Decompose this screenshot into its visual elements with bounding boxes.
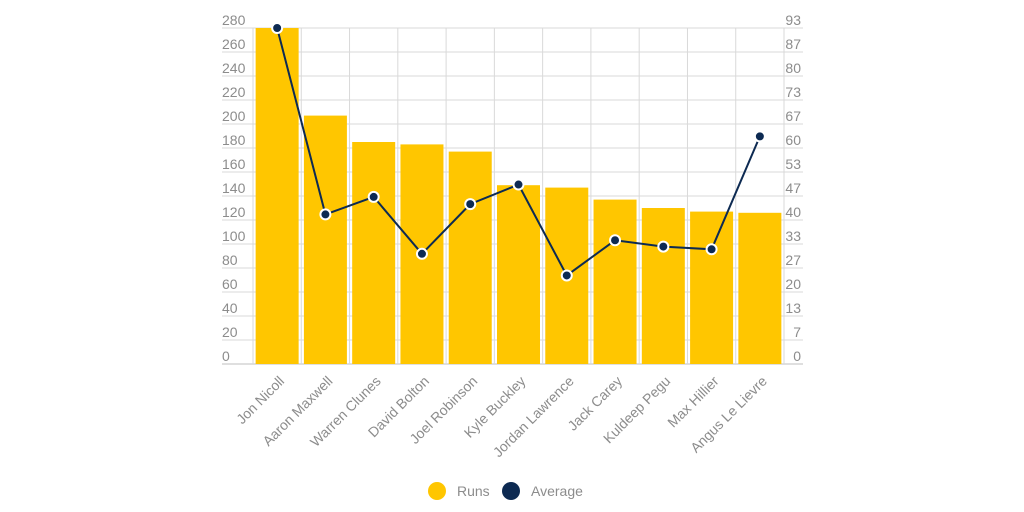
left-tick-label: 180 — [222, 132, 246, 148]
right-tick-label: 33 — [785, 228, 801, 244]
legend-average-marker[interactable] — [502, 482, 520, 500]
left-tick-label: 120 — [222, 204, 246, 220]
left-axis-ticks: 0 20 40 60 80 100 120 140 160 180 200 220 240 260 280 — [222, 12, 246, 364]
average-point[interactable] — [753, 130, 766, 143]
left-tick-label: 140 — [222, 180, 246, 196]
right-tick-label: 7 — [793, 324, 801, 340]
right-tick-label: 80 — [785, 60, 801, 76]
legend: Runs Average — [428, 482, 583, 500]
legend-runs-marker[interactable] — [428, 482, 446, 500]
runs-bar[interactable] — [255, 28, 299, 364]
right-tick-label: 40 — [785, 204, 801, 220]
right-tick-label: 53 — [785, 156, 801, 172]
right-tick-label: 60 — [785, 132, 801, 148]
right-tick-label: 0 — [793, 348, 801, 364]
right-tick-label: 27 — [785, 252, 801, 268]
x-axis-label: Jordan Lawrence — [490, 373, 577, 460]
right-axis-ticks: 0 7 13 20 27 33 40 47 53 60 67 73 80 87 93 — [785, 12, 801, 364]
right-tick-label: 13 — [785, 300, 801, 316]
runs-bar[interactable] — [448, 151, 492, 364]
average-point[interactable] — [415, 247, 428, 260]
runs-bar[interactable] — [641, 208, 685, 364]
average-point[interactable] — [319, 208, 332, 221]
right-tick-label: 87 — [785, 36, 801, 52]
average-point[interactable] — [609, 234, 622, 247]
left-tick-label: 200 — [222, 108, 246, 124]
runs-bar[interactable] — [352, 142, 396, 364]
left-tick-label: 160 — [222, 156, 246, 172]
right-tick-label: 20 — [785, 276, 801, 292]
left-tick-label: 100 — [222, 228, 246, 244]
average-point[interactable] — [271, 22, 284, 34]
average-point[interactable] — [512, 178, 525, 191]
left-tick-label: 220 — [222, 84, 246, 100]
runs-bar[interactable] — [738, 212, 782, 364]
left-tick-label: 240 — [222, 60, 246, 76]
legend-runs-label[interactable]: Runs — [457, 483, 490, 499]
left-tick-label: 60 — [222, 276, 238, 292]
runs-bar[interactable] — [690, 211, 734, 364]
left-tick-label: 260 — [222, 36, 246, 52]
runs-bar[interactable] — [497, 185, 540, 364]
runs-bar[interactable] — [593, 199, 637, 364]
right-tick-label: 47 — [785, 180, 801, 196]
right-tick-label: 93 — [785, 12, 801, 28]
right-tick-label: 73 — [785, 84, 801, 100]
right-tick-label: 67 — [785, 108, 801, 124]
average-point[interactable] — [560, 269, 573, 282]
left-tick-label: 40 — [222, 300, 238, 316]
average-point[interactable] — [464, 198, 477, 211]
average-point[interactable] — [367, 190, 380, 203]
left-tick-label: 80 — [222, 252, 238, 268]
average-point[interactable] — [657, 240, 670, 253]
left-tick-label: 20 — [222, 324, 238, 340]
average-line — [271, 22, 766, 282]
legend-average-label[interactable]: Average — [531, 483, 583, 499]
left-tick-label: 0 — [222, 348, 230, 364]
left-tick-label: 280 — [222, 12, 246, 28]
average-point[interactable] — [705, 243, 718, 256]
